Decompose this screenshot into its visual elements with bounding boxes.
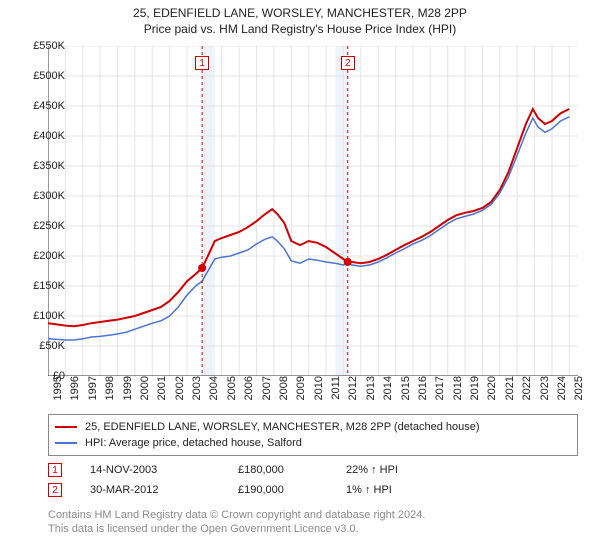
x-tick-label: 2007 [261,376,273,410]
y-tick-label: £200K [21,250,65,262]
x-tick-label: 1998 [104,376,116,410]
y-tick-label: £100K [21,310,65,322]
y-tick-label: £300K [21,190,65,202]
x-tick-label: 2015 [400,376,412,410]
x-tick-label: 2024 [556,376,568,410]
x-tick-label: 2012 [347,376,359,410]
transaction-hpi: 22% ↑ HPI [346,464,466,476]
x-tick-label: 2001 [156,376,168,410]
table-row: 2 30-MAR-2012 £190,000 1% ↑ HPI [48,480,578,500]
y-tick-label: £450K [21,100,65,112]
x-tick-label: 1999 [122,376,134,410]
legend-label: HPI: Average price, detached house, Salf… [85,437,302,449]
footer-line: Contains HM Land Registry data © Crown c… [48,508,578,522]
x-tick-label: 2022 [521,376,533,410]
y-tick-label: £250K [21,220,65,232]
x-tick-label: 2021 [504,376,516,410]
chart-marker-label: 2 [341,56,355,70]
x-tick-label: 2018 [452,376,464,410]
transaction-date: 30-MAR-2012 [90,484,220,496]
x-tick-label: 1997 [87,376,99,410]
transaction-hpi: 1% ↑ HPI [346,484,466,496]
legend-swatch [55,426,77,428]
page-subtitle: Price paid vs. HM Land Registry's House … [0,20,600,36]
x-tick-label: 2017 [434,376,446,410]
chart-marker-label: 1 [195,56,209,70]
x-tick-label: 2020 [486,376,498,410]
x-tick-label: 2025 [573,376,585,410]
x-tick-label: 2011 [330,376,342,410]
page-title: 25, EDENFIELD LANE, WORSLEY, MANCHESTER,… [0,0,600,20]
transaction-date: 14-NOV-2003 [90,464,220,476]
legend-item: HPI: Average price, detached house, Salf… [55,435,571,451]
x-tick-label: 2006 [243,376,255,410]
x-tick-label: 1996 [69,376,81,410]
x-tick-label: 2016 [417,376,429,410]
table-row: 1 14-NOV-2003 £180,000 22% ↑ HPI [48,460,578,480]
footer-line: This data is licensed under the Open Gov… [48,522,578,536]
x-tick-label: 2002 [174,376,186,410]
y-tick-label: £550K [21,40,65,52]
y-tick-label: £150K [21,280,65,292]
transaction-price: £180,000 [238,464,328,476]
y-tick-label: £500K [21,70,65,82]
x-tick-label: 2010 [313,376,325,410]
transaction-marker: 1 [48,463,62,477]
x-tick-label: 2004 [208,376,220,410]
y-tick-label: £50K [21,340,65,352]
legend: 25, EDENFIELD LANE, WORSLEY, MANCHESTER,… [48,414,578,456]
legend-label: 25, EDENFIELD LANE, WORSLEY, MANCHESTER,… [85,421,480,433]
x-tick-label: 2013 [365,376,377,410]
legend-item: 25, EDENFIELD LANE, WORSLEY, MANCHESTER,… [55,419,571,435]
x-tick-label: 2000 [139,376,151,410]
x-tick-label: 2019 [469,376,481,410]
x-tick-label: 1995 [52,376,64,410]
x-tick-label: 2005 [226,376,238,410]
x-tick-label: 2009 [295,376,307,410]
legend-swatch [55,442,77,444]
x-tick-label: 2008 [278,376,290,410]
transactions-table: 1 14-NOV-2003 £180,000 22% ↑ HPI 2 30-MA… [48,460,578,500]
transaction-price: £190,000 [238,484,328,496]
price-chart [48,46,578,406]
footer: Contains HM Land Registry data © Crown c… [48,508,578,536]
y-tick-label: £400K [21,130,65,142]
y-tick-label: £350K [21,160,65,172]
x-tick-label: 2023 [539,376,551,410]
transaction-marker: 2 [48,483,62,497]
x-tick-label: 2003 [191,376,203,410]
x-tick-label: 2014 [382,376,394,410]
